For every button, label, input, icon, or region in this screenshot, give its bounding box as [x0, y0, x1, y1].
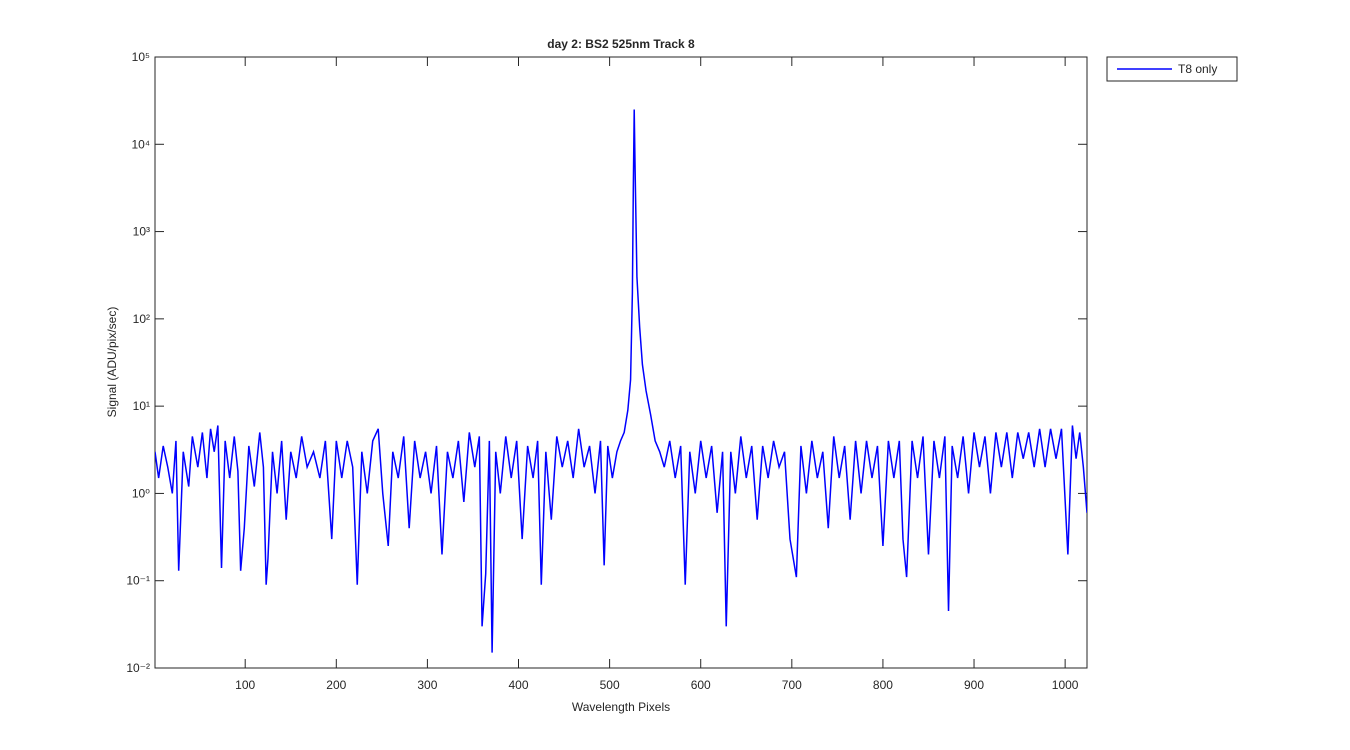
y-axis-label: Signal (ADU/pix/sec): [105, 307, 119, 418]
y-tick-label: 10⁵: [132, 50, 150, 64]
y-tick-label: 10⁻²: [126, 661, 150, 675]
chart-title: day 2: BS2 525nm Track 8: [547, 37, 695, 51]
plot-box: [154, 56, 1088, 669]
y-tick-label: 10⁴: [131, 137, 150, 151]
x-axis-label: Wavelength Pixels: [572, 700, 670, 714]
x-tick-label: 400: [508, 678, 528, 692]
y-tick-label: 10²: [133, 312, 150, 326]
x-tick-label: 600: [691, 678, 711, 692]
x-tick-label: 700: [782, 678, 802, 692]
x-tick-label: 200: [326, 678, 346, 692]
y-tick-label: 10³: [133, 225, 150, 239]
x-tick-label: 100: [235, 678, 255, 692]
x-tick-label: 800: [873, 678, 893, 692]
legend-label: T8 only: [1178, 62, 1217, 76]
y-tick-label: 10⁰: [132, 486, 150, 500]
y-tick-label: 10¹: [133, 399, 150, 413]
x-tick-label: 500: [600, 678, 620, 692]
data-line: [155, 109, 1087, 653]
x-tick-label: 900: [964, 678, 984, 692]
x-tick-label: 1000: [1052, 678, 1079, 692]
y-tick-label: 10⁻¹: [126, 574, 150, 588]
x-tick-label: 300: [417, 678, 437, 692]
legend-box: [1106, 56, 1238, 82]
